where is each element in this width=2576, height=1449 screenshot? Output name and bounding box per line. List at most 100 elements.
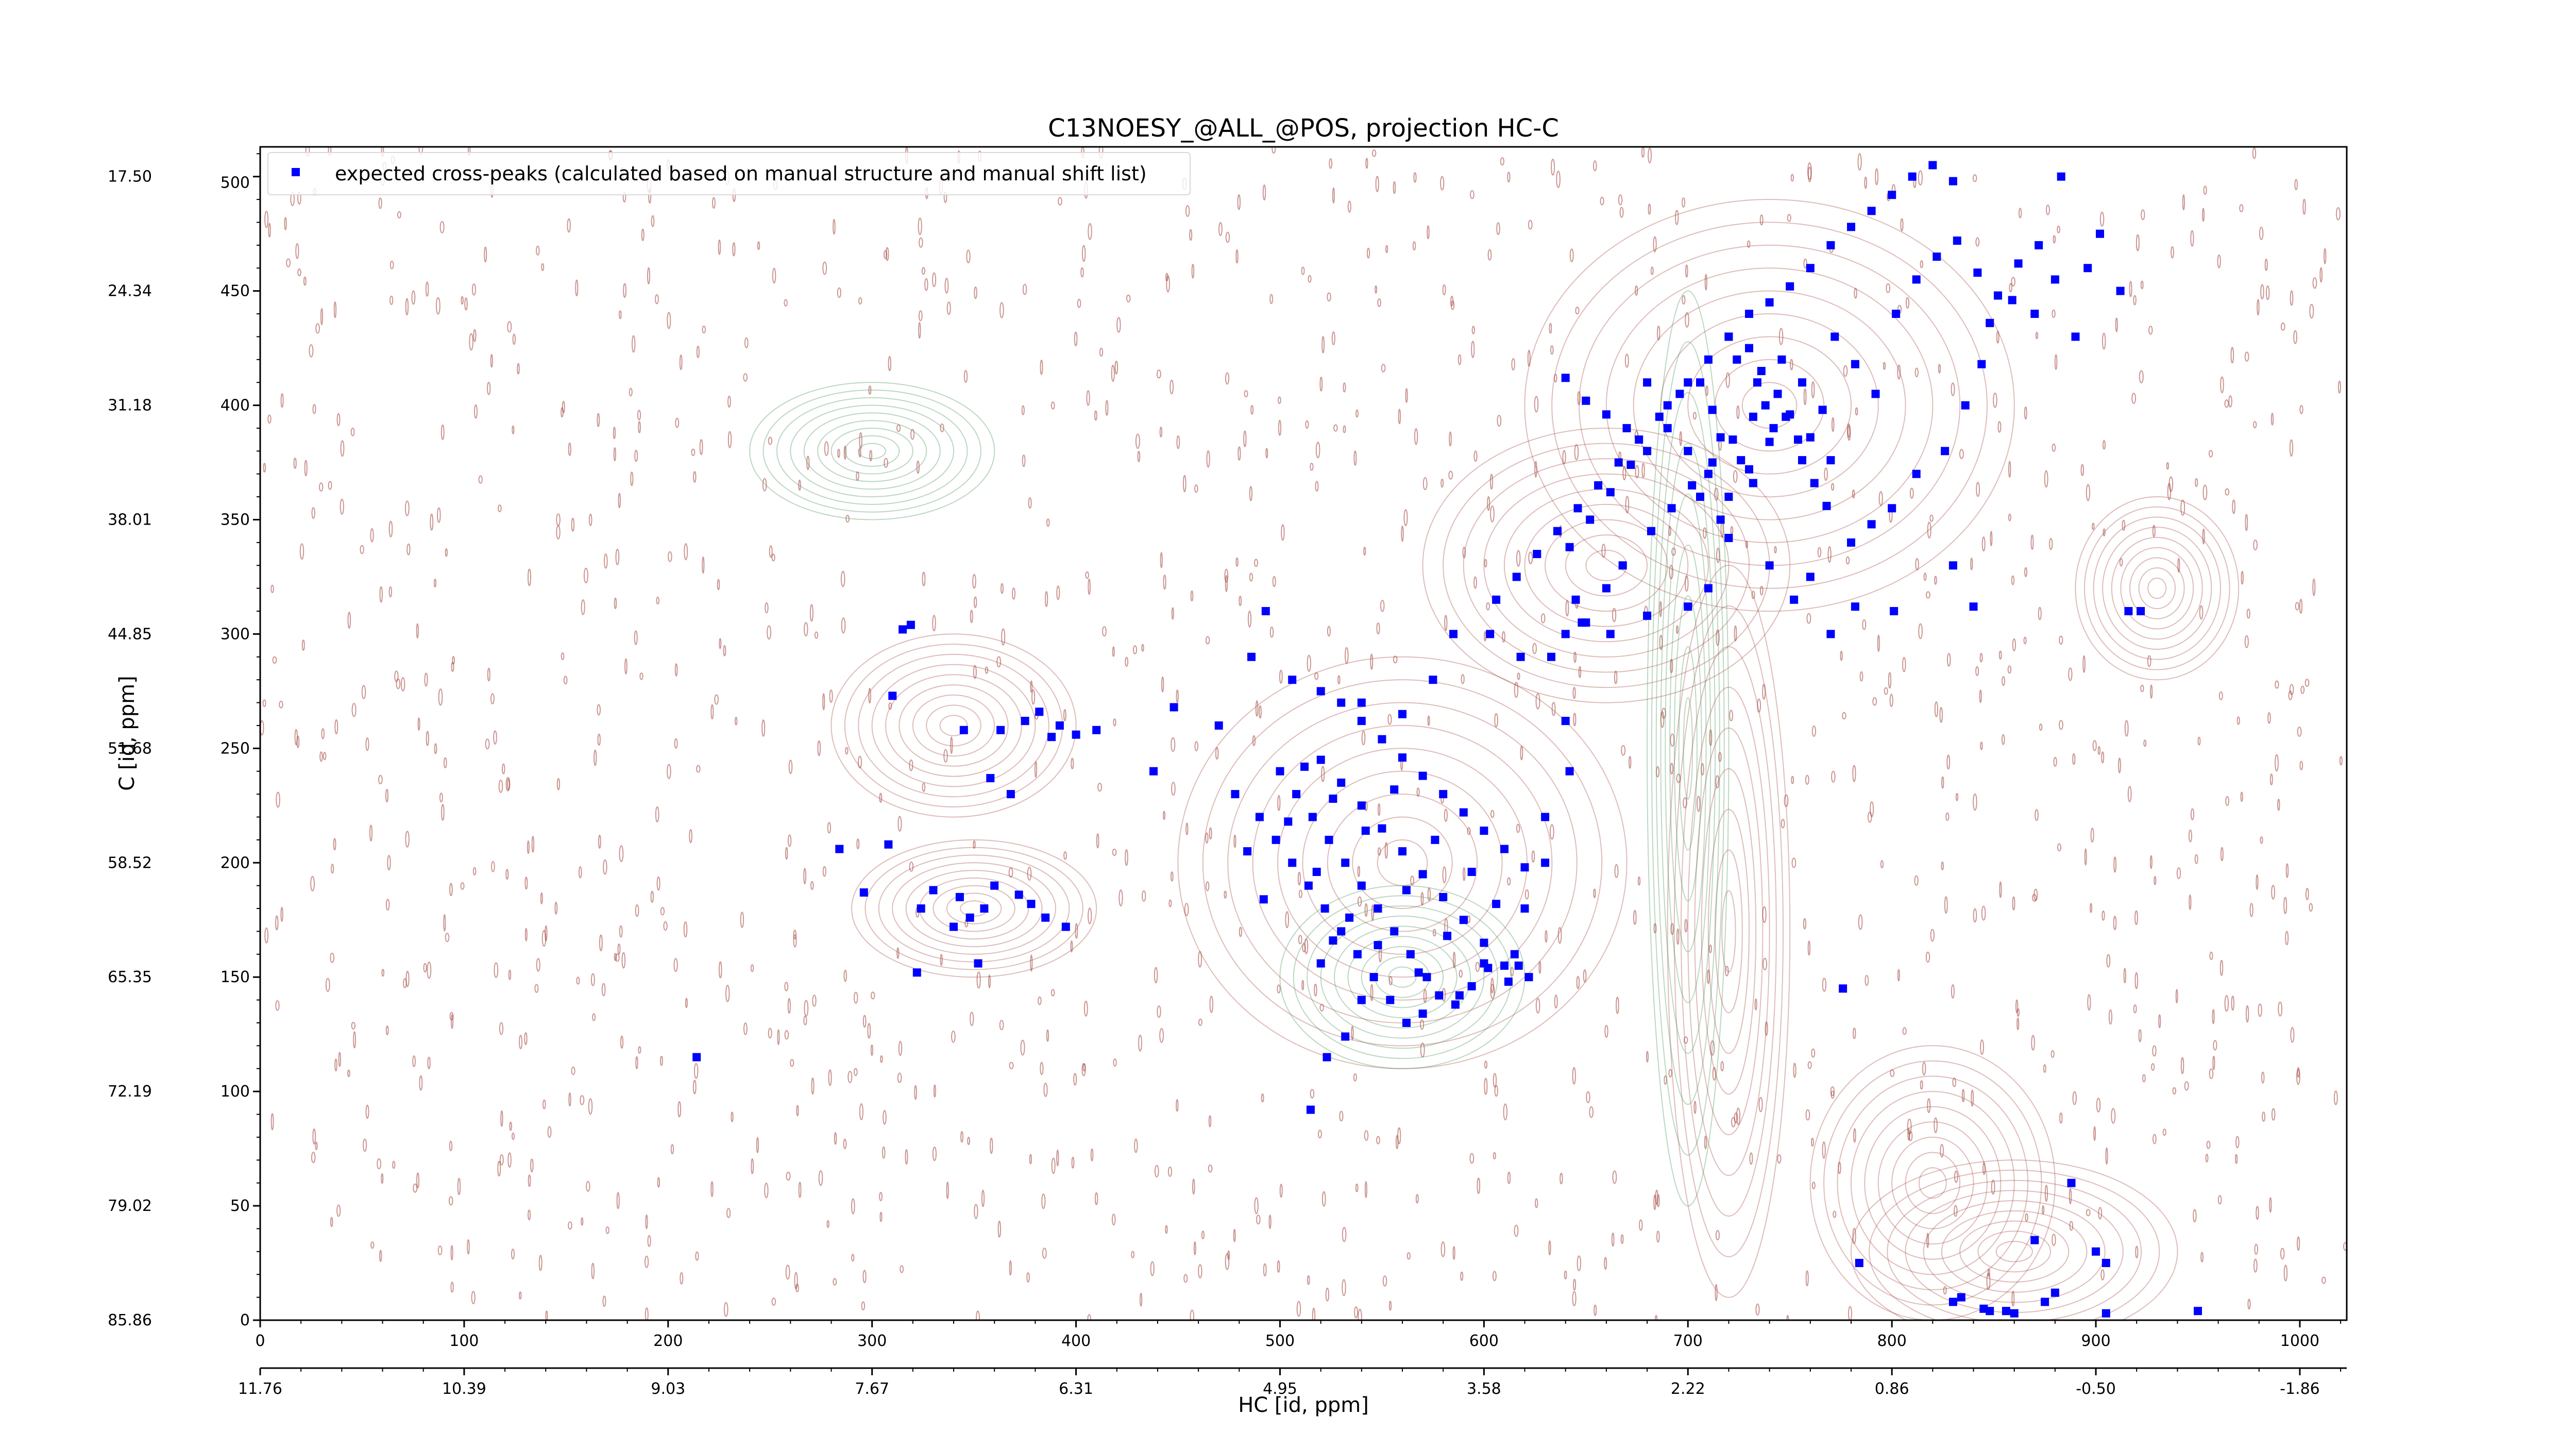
noise-contour xyxy=(880,1055,883,1063)
noise-contour xyxy=(2304,679,2310,687)
noise-contour xyxy=(1135,433,1140,449)
noise-contour xyxy=(1141,644,1144,652)
noise-contour xyxy=(2038,606,2042,620)
noise-contour xyxy=(750,964,754,972)
noise-contour xyxy=(1370,984,1374,1001)
cluster-contour xyxy=(1905,1152,1961,1214)
noise-contour xyxy=(762,478,767,492)
noise-contour xyxy=(882,1146,886,1159)
cluster-contour xyxy=(1327,794,1478,932)
cross-peak-point xyxy=(1614,458,1623,467)
cluster-contour xyxy=(1503,488,1709,643)
noise-contour xyxy=(1227,1250,1230,1260)
cross-peak-point xyxy=(1794,435,1802,444)
cross-peak-point xyxy=(1565,767,1574,776)
noise-contour xyxy=(731,1111,734,1122)
noise-contour xyxy=(2087,994,2091,1011)
noise-contour xyxy=(1030,680,1033,693)
cross-peak-point xyxy=(1292,790,1301,799)
noise-contour xyxy=(638,421,641,433)
noise-contour xyxy=(1045,591,1048,607)
noise-contour xyxy=(1560,1173,1563,1185)
cluster-contour xyxy=(1660,313,1879,498)
noise-contour xyxy=(1762,906,1767,923)
noise-contour xyxy=(634,630,638,645)
noise-contour xyxy=(1494,713,1498,728)
noise-contour xyxy=(439,221,445,233)
cluster-contour xyxy=(1361,946,1444,1008)
noise-contour xyxy=(2115,317,2118,332)
noise-contour xyxy=(1081,245,1086,262)
noise-contour xyxy=(330,952,335,963)
noise-contour xyxy=(1205,636,1210,645)
noise-contour xyxy=(2254,1243,2259,1255)
cross-peak-point xyxy=(1684,602,1692,611)
noise-contour xyxy=(1307,654,1311,672)
cross-peak-point xyxy=(1300,762,1309,771)
y-tick-label-ppm: 17.50 xyxy=(108,168,152,186)
noise-contour xyxy=(2225,796,2230,806)
noise-contour xyxy=(1534,396,1539,413)
noise-contour xyxy=(1171,782,1176,796)
noise-contour xyxy=(1517,672,1520,680)
x-tick-label-ppm: 9.03 xyxy=(651,1380,685,1398)
cross-peak-point xyxy=(1072,730,1080,739)
cluster-contour xyxy=(1320,915,1485,1039)
noise-contour xyxy=(351,703,357,717)
noise-contour xyxy=(1116,317,1121,333)
noise-contour xyxy=(683,921,688,938)
noise-contour xyxy=(467,1239,470,1255)
noise-contour xyxy=(1459,969,1463,978)
noise-contour xyxy=(485,738,490,750)
noise-contour xyxy=(1160,552,1163,568)
cross-peak-point xyxy=(1969,602,1978,611)
noise-contour xyxy=(361,685,366,699)
noise-contour xyxy=(353,1031,356,1049)
cross-peak-point xyxy=(986,774,995,783)
noise-contour xyxy=(1554,374,1557,383)
cluster-contour xyxy=(885,674,1022,777)
noise-contour xyxy=(615,549,620,565)
noise-contour xyxy=(1970,558,1973,570)
cluster-contour xyxy=(1701,768,1757,1095)
noise-contour xyxy=(859,1103,863,1120)
noise-contour xyxy=(1927,1098,1931,1114)
noise-contour xyxy=(828,1069,832,1086)
noise-contour xyxy=(1683,797,1687,808)
noise-contour xyxy=(909,759,913,771)
cross-peak-point xyxy=(1765,298,1774,307)
noise-contour xyxy=(1333,424,1338,432)
noise-contour xyxy=(452,656,455,665)
noise-contour xyxy=(1198,951,1202,968)
noise-contour xyxy=(1384,842,1388,859)
noise-contour xyxy=(509,1121,512,1131)
noise-contour xyxy=(723,1302,728,1317)
cross-peak-point xyxy=(2102,1309,2110,1318)
noise-contour xyxy=(1854,288,1857,299)
noise-contour xyxy=(667,764,671,779)
cross-peak-point xyxy=(1986,318,1994,327)
noise-contour xyxy=(1329,158,1333,169)
noise-contour xyxy=(1524,889,1529,900)
noise-contour xyxy=(604,553,608,569)
noise-contour xyxy=(1490,474,1493,490)
cluster-contour xyxy=(2083,506,2230,670)
noise-contour xyxy=(1840,650,1843,661)
noise-contour xyxy=(1490,810,1495,818)
noise-contour xyxy=(1993,392,1997,408)
cross-peak-point xyxy=(1728,435,1737,444)
noise-contour xyxy=(1321,766,1325,782)
cross-peak-point xyxy=(1261,607,1270,615)
cluster-contour xyxy=(1669,544,1707,953)
noise-contour xyxy=(657,1177,660,1188)
noise-contour xyxy=(1535,998,1540,1014)
cross-peak-point xyxy=(1451,1000,1460,1009)
noise-contour xyxy=(2224,399,2229,408)
cluster-contour xyxy=(1307,905,1498,1049)
noise-contour xyxy=(1872,697,1877,706)
noise-contour xyxy=(1243,430,1247,447)
cross-peak-point xyxy=(1961,401,1970,410)
noise-contour xyxy=(1028,497,1032,509)
noise-contour xyxy=(696,346,700,358)
noise-contour xyxy=(1268,1215,1272,1229)
